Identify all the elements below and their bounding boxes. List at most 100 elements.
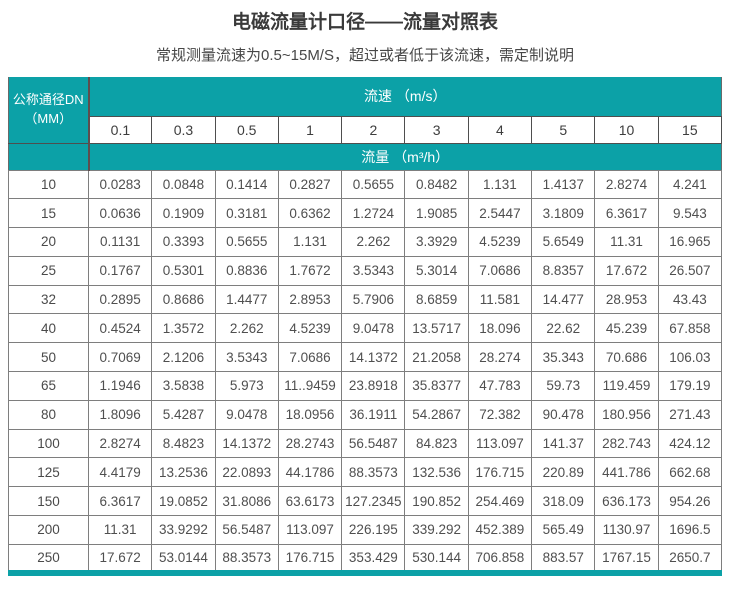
- flow-value-cell: 44.1786: [277, 457, 343, 488]
- table-row: 125 4.4179 13.2536 22.0893 44.1786 88.3573 132…: [8, 457, 723, 488]
- flow-value-cell: 0.6362: [277, 198, 343, 229]
- flow-value-cell: 2.8274: [594, 169, 659, 200]
- flow-value-cell: 883.57: [531, 543, 596, 574]
- flow-value-cell: 0.2895: [87, 284, 153, 315]
- flow-value-cell: 424.12: [657, 428, 723, 459]
- flow-value-cell: 5.973: [214, 371, 279, 401]
- flow-value-cell: 2.5447: [467, 198, 533, 229]
- dn-cell: 50: [8, 342, 89, 373]
- flow-value-cell: 0.8686: [151, 284, 216, 315]
- flow-value-cell: 1.2724: [341, 198, 406, 229]
- flow-value-cell: 0.8836: [214, 255, 279, 286]
- flow-value-cell: 119.459: [594, 371, 659, 401]
- flow-value-cell: 18.096: [467, 313, 533, 344]
- flow-value-cell: 2650.7: [657, 543, 723, 574]
- flow-value-cell: 132.536: [404, 457, 469, 488]
- flow-value-cell: 190.852: [404, 486, 469, 517]
- dn-cell: 40: [8, 313, 89, 344]
- flow-value-cell: 88.3573: [214, 543, 279, 574]
- flow-value-cell: 63.6173: [277, 486, 343, 517]
- page-subtitle: 常规测量流速为0.5~15M/S，超过或者低于该流速，需定制说明: [156, 47, 574, 64]
- dn-cell: 100: [8, 428, 89, 459]
- flow-value-cell: 113.097: [277, 515, 343, 545]
- flow-value-cell: 67.858: [657, 313, 723, 344]
- dn-cell: 200: [8, 515, 89, 545]
- flow-value-cell: 56.5487: [214, 515, 279, 545]
- flow-value-cell: 6.3617: [87, 486, 153, 517]
- table-row: 80 1.8096 5.4287 9.0478 18.0956 36.1911 54.286…: [8, 399, 723, 430]
- velocity-header-cell: 1: [277, 115, 343, 144]
- flow-value-cell: 1.7672: [277, 255, 343, 286]
- flow-comparison-table: 公称通径DN （MM） 流速 （m/s） 0.1 0.3 0.5 1 2 3 4 5 10 15 …: [8, 77, 723, 577]
- flow-value-cell: 106.03: [657, 342, 723, 373]
- flow-value-cell: 1.1946: [87, 371, 153, 401]
- flow-value-cell: 28.2743: [277, 428, 343, 459]
- flow-value-cell: 1696.5: [657, 515, 723, 545]
- flow-value-cell: 22.62: [531, 313, 596, 344]
- flow-value-cell: 954.26: [657, 486, 723, 517]
- flow-value-cell: 0.8482: [404, 169, 469, 200]
- flow-value-cell: 84.823: [404, 428, 469, 459]
- flow-value-cell: 13.2536: [151, 457, 216, 488]
- flow-value-cell: 0.3181: [214, 198, 279, 229]
- flow-value-cell: 3.3929: [404, 227, 469, 257]
- flow-group-row: 流量 （m³/h）: [8, 142, 722, 170]
- table-row: 10 0.0283 0.0848 0.1414 0.2827 0.5655 0.8482 1.…: [8, 169, 723, 200]
- flow-value-cell: 127.2345: [341, 486, 406, 517]
- flow-value-cell: 5.6549: [531, 227, 596, 257]
- flow-value-cell: 1.131: [277, 227, 343, 257]
- flow-value-cell: 1.4137: [531, 169, 596, 200]
- table-row: 25 0.1767 0.5301 0.8836 1.7672 3.5343 5.3014 7.…: [8, 255, 723, 286]
- dn-cell: 20: [8, 227, 89, 257]
- flow-value-cell: 9.0478: [214, 399, 279, 430]
- flow-value-cell: 271.43: [657, 399, 723, 430]
- flow-value-cell: 14.1372: [341, 342, 406, 373]
- flow-value-cell: 2.1206: [151, 342, 216, 373]
- flow-value-cell: 141.37: [531, 428, 596, 459]
- flow-value-cell: 0.2827: [277, 169, 343, 200]
- velocity-header-cell: 0.3: [151, 115, 216, 144]
- velocity-header-cell: 2: [341, 115, 406, 144]
- flow-value-cell: 706.858: [467, 543, 533, 574]
- flow-value-cell: 56.5487: [341, 428, 406, 459]
- flow-value-cell: 1.4477: [214, 284, 279, 315]
- flow-value-cell: 220.89: [531, 457, 596, 488]
- flow-value-cell: 0.5655: [341, 169, 406, 200]
- flow-value-cell: 4.241: [657, 169, 723, 200]
- flow-value-cell: 23.8918: [341, 371, 406, 401]
- flow-value-cell: 282.743: [594, 428, 659, 459]
- flow-value-cell: 1130.97: [594, 515, 659, 545]
- flow-value-cell: 33.9292: [151, 515, 216, 545]
- flow-value-cell: 7.0686: [467, 255, 533, 286]
- flow-value-cell: 530.144: [404, 543, 469, 574]
- flow-value-cell: 0.1909: [151, 198, 216, 229]
- flow-value-cell: 2.8274: [87, 428, 153, 459]
- table-row: 32 0.2895 0.8686 1.4477 2.8953 5.7906 8.6859 11…: [8, 284, 723, 315]
- flow-value-cell: 1.3572: [151, 313, 216, 344]
- flow-data-body: 10 0.0283 0.0848 0.1414 0.2827 0.5655 0.8482 1.…: [8, 169, 723, 574]
- flow-value-cell: 17.672: [594, 255, 659, 286]
- page-title: 电磁流量计口径——流量对照表: [231, 12, 498, 33]
- flow-value-cell: 11.581: [467, 284, 533, 315]
- flow-value-cell: 565.49: [531, 515, 596, 545]
- dn-cell: 32: [8, 284, 89, 315]
- velocity-header-cell: 10: [594, 115, 659, 144]
- flow-value-cell: 180.956: [594, 399, 659, 430]
- flow-value-cell: 2.262: [341, 227, 406, 257]
- flow-value-cell: 0.1767: [87, 255, 153, 286]
- flow-value-cell: 3.5343: [341, 255, 406, 286]
- dn-cell: 125: [8, 457, 89, 488]
- flow-value-cell: 0.0636: [87, 198, 153, 229]
- table-row: 20 0.1131 0.3393 0.5655 1.131 2.262 3.3929 4.52…: [8, 227, 723, 257]
- flow-value-cell: 0.0848: [151, 169, 216, 200]
- dn-cell: 250: [8, 543, 89, 574]
- flow-value-cell: 0.4524: [87, 313, 153, 344]
- velocity-header-cell: 15: [657, 115, 723, 144]
- flow-value-cell: 28.274: [467, 342, 533, 373]
- flow-value-cell: 22.0893: [214, 457, 279, 488]
- table-row: 200 11.31 33.9292 56.5487 113.097 226.195 339.…: [8, 515, 723, 545]
- flow-value-cell: 176.715: [467, 457, 533, 488]
- dn-cell: 10: [8, 169, 89, 200]
- flow-value-cell: 54.2867: [404, 399, 469, 430]
- flow-value-cell: 18.0956: [277, 399, 343, 430]
